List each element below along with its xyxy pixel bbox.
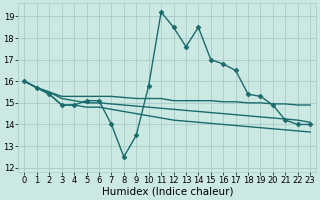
X-axis label: Humidex (Indice chaleur): Humidex (Indice chaleur) (101, 187, 233, 197)
